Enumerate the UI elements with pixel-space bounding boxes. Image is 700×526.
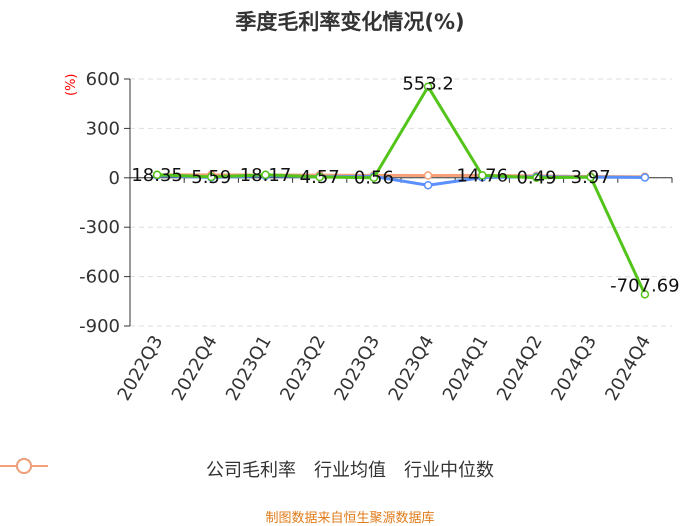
- x-tick-label: 2023Q1: [222, 332, 276, 404]
- x-tick-label: 2023Q4: [385, 332, 439, 404]
- series-line-0: [157, 85, 647, 295]
- data-point: [423, 171, 433, 180]
- x-tick-label: 2022Q3: [114, 332, 168, 404]
- legend-label: 行业均值: [314, 460, 386, 481]
- data-point: [207, 172, 216, 182]
- data-label: -707.69: [610, 275, 679, 296]
- source-note: 制图数据来自恒生聚源数据库: [265, 511, 435, 526]
- data-label: 14.76: [457, 165, 509, 186]
- data-point: [369, 173, 379, 182]
- data-label: 18.17: [240, 165, 292, 186]
- legend-label: 公司毛利率: [206, 460, 296, 481]
- y-tick-label: 600: [86, 69, 120, 90]
- data-label: 0.56: [354, 168, 394, 189]
- data-point: [152, 170, 162, 180]
- y-tick-label: -300: [79, 217, 120, 238]
- y-tick-label: 0: [109, 168, 120, 189]
- data-label: 0.49: [516, 168, 556, 189]
- x-tick-label: 2023Q3: [330, 332, 384, 404]
- legend-label: 行业中位数: [404, 460, 494, 481]
- x-tick-label: 2023Q2: [276, 332, 330, 404]
- data-point: [640, 290, 650, 299]
- x-tick-label: 2024Q2: [493, 332, 547, 404]
- data-point: [532, 173, 541, 182]
- data-label: 5.59: [191, 167, 231, 188]
- data-point: [478, 171, 487, 180]
- x-tick-label: 2024Q4: [601, 332, 655, 404]
- data-point: [261, 170, 270, 180]
- x-tick-label: 2024Q1: [439, 332, 493, 404]
- data-point: [640, 173, 650, 182]
- data-label: 18.35: [131, 165, 183, 186]
- legend-item-industry-median[interactable]: 行业中位数: [0, 456, 494, 482]
- data-label: 4.57: [300, 167, 340, 188]
- y-tick-label: -600: [79, 267, 120, 288]
- y-tick-label: -900: [79, 316, 120, 337]
- data-point: [586, 172, 595, 182]
- legend-line-icon: [0, 458, 48, 474]
- legend-item-industry-mean[interactable]: 行业均值: [0, 456, 386, 482]
- data-label: 3.97: [571, 167, 611, 188]
- data-point: [423, 180, 433, 190]
- data-label: 553.2: [402, 74, 454, 95]
- x-tick-label: 2022Q4: [168, 332, 222, 404]
- y-tick-label: 300: [86, 118, 120, 139]
- chart-title: 季度毛利率变化情况(%): [235, 10, 465, 34]
- data-point: [315, 172, 324, 182]
- legend-item-company[interactable]: 公司毛利率: [0, 456, 296, 482]
- data-point: [423, 82, 433, 91]
- legend: 公司毛利率 行业均值 行业中位数: [0, 456, 700, 482]
- x-tick-label: 2024Q3: [547, 332, 601, 404]
